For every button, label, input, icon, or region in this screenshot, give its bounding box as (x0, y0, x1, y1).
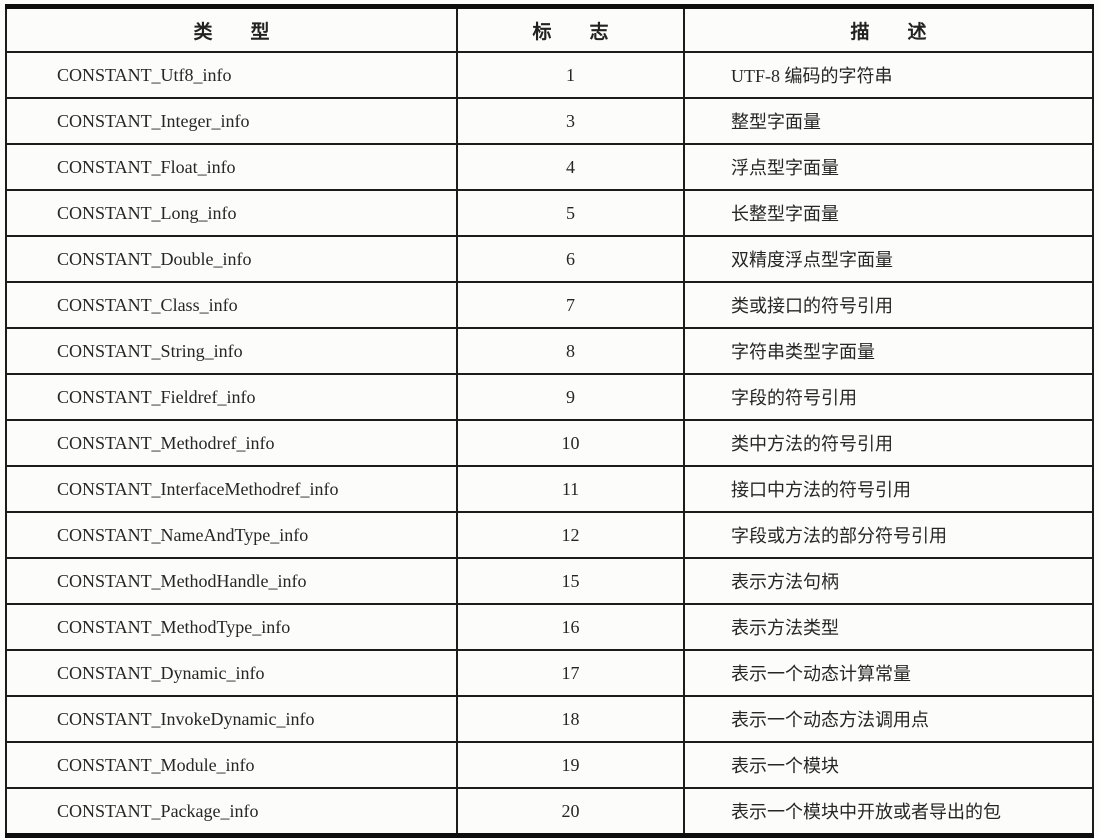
cell-desc: UTF-8 编码的字符串 (683, 51, 1094, 99)
cell-tag: 9 (456, 373, 685, 421)
table-row: CONSTANT_MethodHandle_info 15 表示方法句柄 (5, 557, 1094, 605)
header-desc: 描 述 (683, 5, 1094, 53)
cell-type: CONSTANT_Utf8_info (5, 51, 458, 99)
cell-desc: 字段的符号引用 (683, 373, 1094, 421)
cell-type: CONSTANT_Module_info (5, 741, 458, 789)
cell-type: CONSTANT_Dynamic_info (5, 649, 458, 697)
cell-type: CONSTANT_MethodType_info (5, 603, 458, 651)
cell-desc: 表示一个动态方法调用点 (683, 695, 1094, 743)
table-row: CONSTANT_Package_info 20 表示一个模块中开放或者导出的包 (5, 787, 1094, 837)
cell-type: CONSTANT_Methodref_info (5, 419, 458, 467)
cell-desc: 长整型字面量 (683, 189, 1094, 237)
cell-desc: 字段或方法的部分符号引用 (683, 511, 1094, 559)
cell-type: CONSTANT_Float_info (5, 143, 458, 191)
table-row: CONSTANT_Class_info 7 类或接口的符号引用 (5, 281, 1094, 329)
table-row: CONSTANT_InterfaceMethodref_info 11 接口中方法的… (5, 465, 1094, 513)
cell-desc: 类中方法的符号引用 (683, 419, 1094, 467)
cell-desc: 双精度浮点型字面量 (683, 235, 1094, 283)
table-body: CONSTANT_Utf8_info 1 UTF-8 编码的字符串 CONSTANT_… (5, 51, 1094, 837)
cell-tag: 10 (456, 419, 685, 467)
cell-type: CONSTANT_InvokeDynamic_info (5, 695, 458, 743)
cell-type: CONSTANT_Class_info (5, 281, 458, 329)
cell-desc: 表示方法类型 (683, 603, 1094, 651)
cell-tag: 12 (456, 511, 685, 559)
header-tag: 标 志 (456, 5, 685, 53)
cell-tag: 18 (456, 695, 685, 743)
cell-desc: 浮点型字面量 (683, 143, 1094, 191)
table-row: CONSTANT_NameAndType_info 12 字段或方法的部分符号引用 (5, 511, 1094, 559)
cell-type: CONSTANT_Long_info (5, 189, 458, 237)
cell-desc: 表示方法句柄 (683, 557, 1094, 605)
cell-desc: 表示一个模块中开放或者导出的包 (683, 787, 1094, 837)
header-row: 类 型 标 志 描 述 (5, 5, 1094, 53)
cell-type: CONSTANT_String_info (5, 327, 458, 375)
cell-type: CONSTANT_Fieldref_info (5, 373, 458, 421)
table-row: CONSTANT_String_info 8 字符串类型字面量 (5, 327, 1094, 375)
cell-tag: 16 (456, 603, 685, 651)
cell-tag: 7 (456, 281, 685, 329)
document-page: 类 型 标 志 描 述 CONSTANT_Utf8_info 1 UTF-8 编码的… (5, 4, 1094, 838)
constant-pool-table: 类 型 标 志 描 述 CONSTANT_Utf8_info 1 UTF-8 编码的… (5, 4, 1094, 838)
table-row: CONSTANT_Utf8_info 1 UTF-8 编码的字符串 (5, 51, 1094, 99)
cell-tag: 6 (456, 235, 685, 283)
cell-tag: 1 (456, 51, 685, 99)
cell-desc: 表示一个动态计算常量 (683, 649, 1094, 697)
table-row: CONSTANT_Long_info 5 长整型字面量 (5, 189, 1094, 237)
cell-desc: 接口中方法的符号引用 (683, 465, 1094, 513)
cell-desc: 类或接口的符号引用 (683, 281, 1094, 329)
cell-tag: 5 (456, 189, 685, 237)
table-header: 类 型 标 志 描 述 (5, 5, 1094, 53)
cell-tag: 3 (456, 97, 685, 145)
cell-tag: 17 (456, 649, 685, 697)
cell-type: CONSTANT_InterfaceMethodref_info (5, 465, 458, 513)
cell-tag: 8 (456, 327, 685, 375)
cell-tag: 11 (456, 465, 685, 513)
cell-tag: 4 (456, 143, 685, 191)
table-row: CONSTANT_Dynamic_info 17 表示一个动态计算常量 (5, 649, 1094, 697)
cell-tag: 19 (456, 741, 685, 789)
cell-desc: 字符串类型字面量 (683, 327, 1094, 375)
cell-tag: 15 (456, 557, 685, 605)
header-type: 类 型 (5, 5, 458, 53)
cell-type: CONSTANT_Double_info (5, 235, 458, 283)
cell-tag: 20 (456, 787, 685, 837)
cell-desc: 表示一个模块 (683, 741, 1094, 789)
table-row: CONSTANT_Integer_info 3 整型字面量 (5, 97, 1094, 145)
table-row: CONSTANT_Methodref_info 10 类中方法的符号引用 (5, 419, 1094, 467)
cell-type: CONSTANT_NameAndType_info (5, 511, 458, 559)
table-row: CONSTANT_Float_info 4 浮点型字面量 (5, 143, 1094, 191)
cell-type: CONSTANT_Integer_info (5, 97, 458, 145)
table-row: CONSTANT_Double_info 6 双精度浮点型字面量 (5, 235, 1094, 283)
table-row: CONSTANT_Module_info 19 表示一个模块 (5, 741, 1094, 789)
cell-desc: 整型字面量 (683, 97, 1094, 145)
cell-type: CONSTANT_MethodHandle_info (5, 557, 458, 605)
table-row: CONSTANT_InvokeDynamic_info 18 表示一个动态方法调用点 (5, 695, 1094, 743)
table-row: CONSTANT_Fieldref_info 9 字段的符号引用 (5, 373, 1094, 421)
table-row: CONSTANT_MethodType_info 16 表示方法类型 (5, 603, 1094, 651)
cell-type: CONSTANT_Package_info (5, 787, 458, 837)
